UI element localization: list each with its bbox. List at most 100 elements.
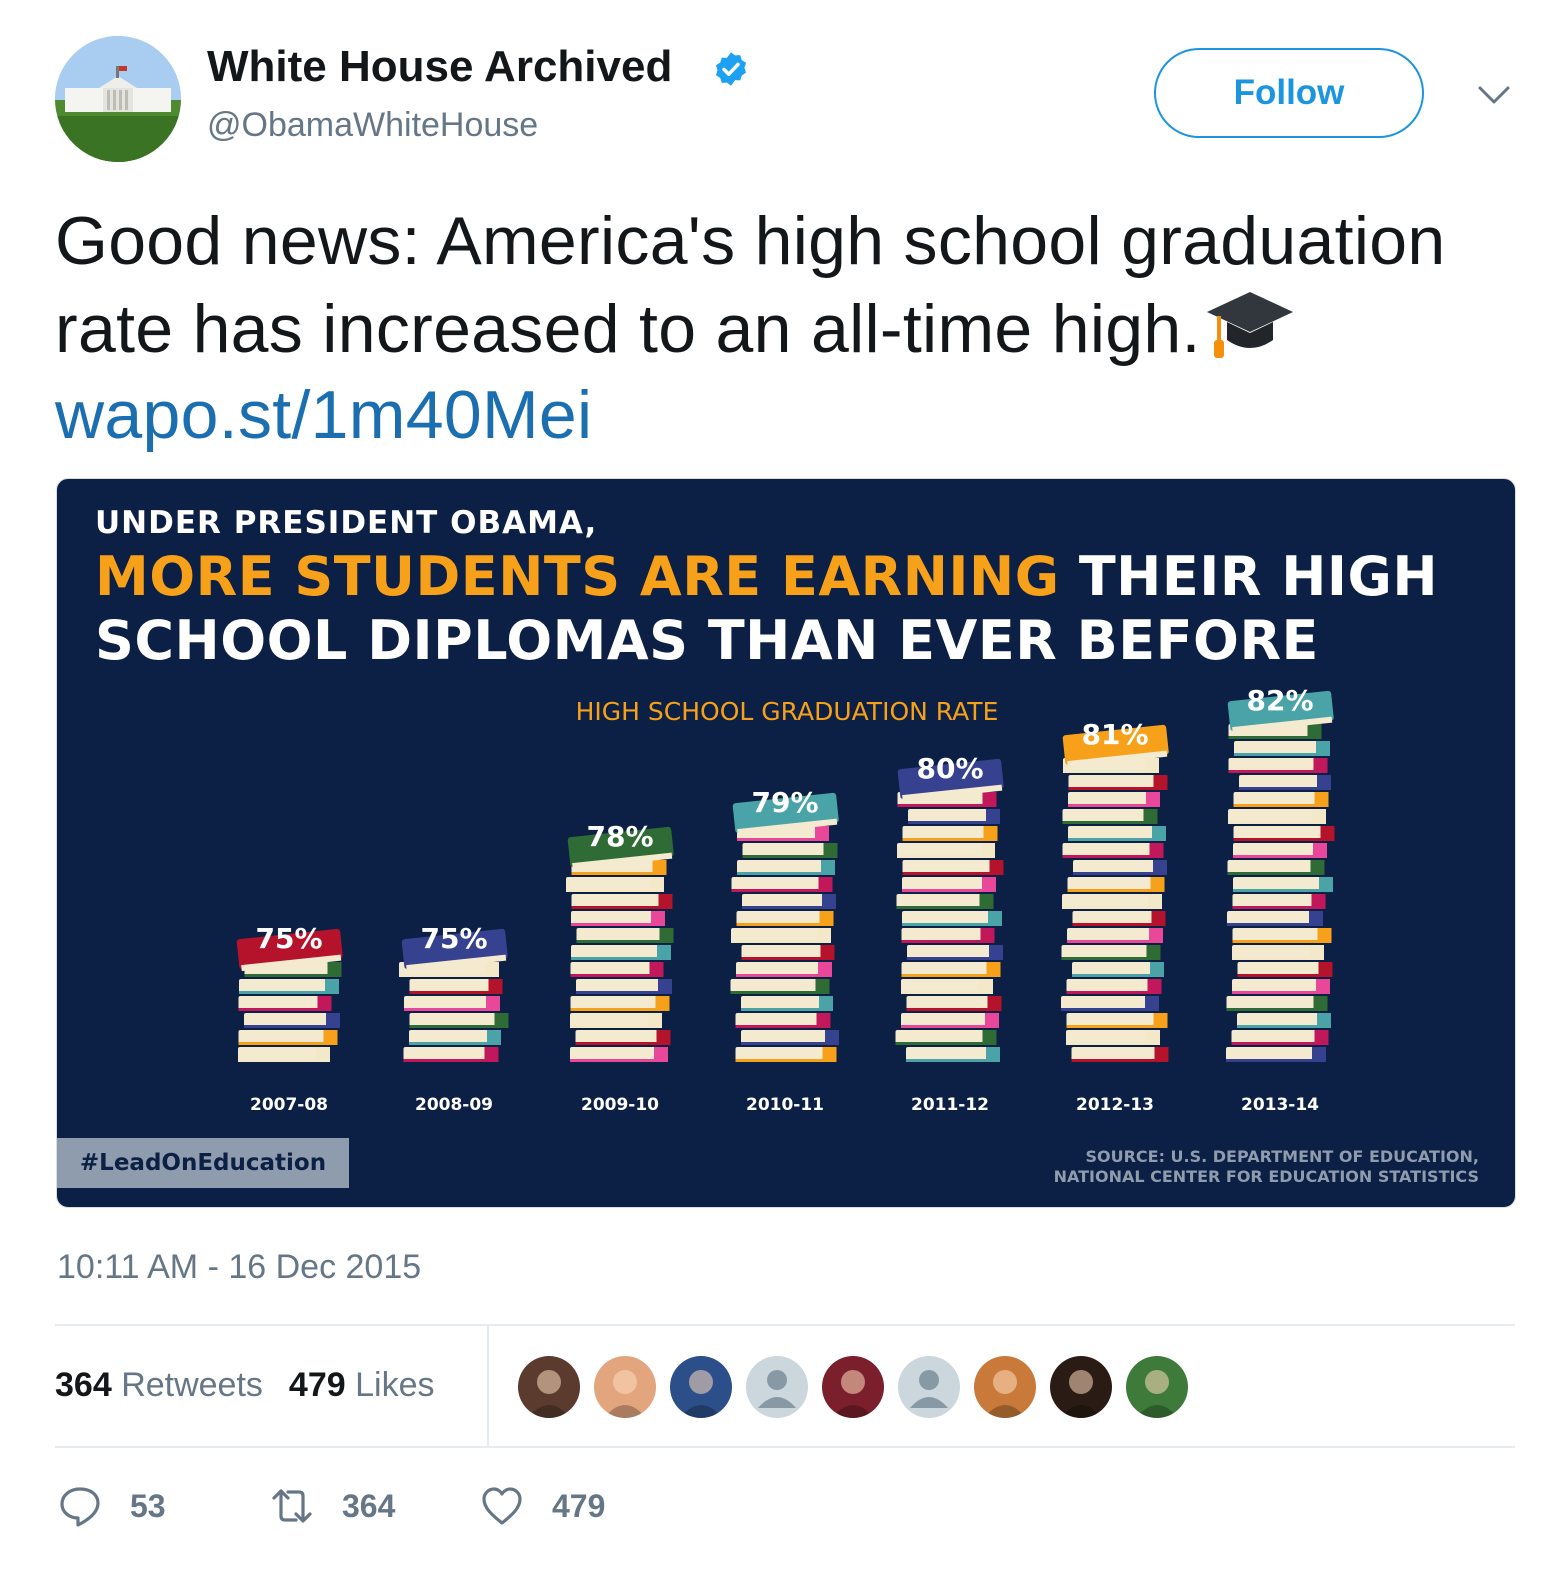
liker-avatar[interactable] [1050, 1356, 1112, 1418]
book-spine [651, 911, 665, 926]
book-cover [1228, 821, 1326, 824]
book-pages [1067, 928, 1163, 943]
retweets-count[interactable]: 364 [55, 1366, 112, 1404]
book-cover [906, 1059, 1000, 1062]
book-pages [576, 928, 674, 943]
retweets-label[interactable]: Retweets [121, 1366, 263, 1404]
liker-avatar[interactable] [594, 1356, 656, 1418]
book-pages [1227, 860, 1325, 875]
book-cover [1232, 991, 1330, 994]
user-photo-icon [832, 1370, 874, 1418]
verified-badge-icon [715, 52, 747, 86]
liker-avatar[interactable] [1126, 1356, 1188, 1418]
book-cover [737, 838, 829, 841]
default-profile-icon [910, 1370, 948, 1408]
book-spine [1312, 809, 1326, 824]
book-spine [650, 877, 664, 892]
author-name[interactable]: White House Archived [207, 42, 673, 91]
book-cover [1062, 906, 1162, 909]
tweet-media-infographic[interactable]: UNDER PRESIDENT OBAMA, MORE STUDENTS ARE… [56, 478, 1516, 1208]
top-book-pages [406, 954, 507, 972]
book-cover [1226, 1059, 1326, 1062]
book-pages [735, 1013, 831, 1028]
book-pages [741, 1030, 839, 1045]
reply-button[interactable]: 53 [58, 1484, 166, 1528]
book-pages [902, 877, 996, 892]
liker-avatar[interactable] [822, 1356, 884, 1418]
liker-avatar[interactable] [670, 1356, 732, 1418]
likes-label[interactable]: Likes [355, 1366, 435, 1404]
book-spine [1147, 979, 1162, 994]
book-cover [902, 923, 1002, 926]
chevron-down-icon[interactable] [1476, 82, 1512, 108]
category-label: 2008-09 [415, 1095, 493, 1115]
author-avatar[interactable] [55, 36, 181, 162]
book-pages [576, 979, 672, 994]
liker-avatar[interactable] [974, 1356, 1036, 1418]
book-pages [570, 1047, 668, 1062]
book-cover [399, 974, 499, 977]
book-cover [1061, 1008, 1159, 1011]
book-spine [485, 962, 499, 977]
book-pages [1233, 826, 1335, 841]
book-pages [1067, 877, 1165, 892]
book-spine [987, 996, 1002, 1011]
book-spine [1152, 826, 1166, 841]
user-photo-icon [680, 1370, 722, 1418]
book-pages [1071, 1047, 1169, 1062]
book-pages [1239, 775, 1331, 790]
retweet-count: 364 [342, 1487, 396, 1524]
stats-vertical-divider [487, 1326, 489, 1446]
book-pages [1068, 792, 1160, 807]
book-pages [570, 962, 664, 977]
book-pages [1068, 775, 1168, 790]
liker-avatar[interactable] [898, 1356, 960, 1418]
book-pages [908, 809, 1000, 824]
book-spine [989, 945, 1003, 960]
liker-avatar[interactable] [746, 1356, 808, 1418]
book-cover [1237, 974, 1333, 977]
book-pages [1062, 894, 1162, 909]
book-cover [735, 1025, 831, 1028]
book-pages [897, 843, 995, 858]
book-spine [1316, 741, 1330, 756]
book-cover [731, 940, 831, 943]
likes-count[interactable]: 479 [288, 1366, 346, 1404]
book-cover [576, 991, 672, 994]
book-pages [239, 979, 339, 994]
book-pages [1062, 809, 1158, 824]
value-label: 81% [1081, 718, 1148, 751]
book-cover [902, 872, 1004, 875]
book-cover [1232, 957, 1324, 960]
book-spine [1313, 996, 1328, 1011]
liker-avatar[interactable] [518, 1356, 580, 1418]
retweet-button[interactable]: 364 [270, 1484, 395, 1528]
book-spine [1146, 1030, 1160, 1045]
book-pages [730, 979, 830, 994]
author-handle[interactable]: @ObamaWhiteHouse [207, 106, 539, 144]
top-book-pages [1232, 716, 1333, 734]
book-stack-2012-13: 81% 2012-13 [1061, 718, 1169, 1115]
follow-button[interactable]: Follow [1154, 48, 1424, 138]
like-count: 479 [552, 1487, 606, 1524]
book-spine [648, 1013, 662, 1028]
tweet-timestamp[interactable]: 10:11 AM - 16 Dec 2015 [57, 1248, 422, 1286]
book-cover [238, 1008, 332, 1011]
book-pages [570, 996, 670, 1011]
book-cover [575, 1042, 671, 1045]
book-spine [817, 928, 831, 943]
book-spine [979, 894, 994, 909]
book-spine [1310, 945, 1324, 960]
tweet-link[interactable]: wapo.st/1m40Mei [55, 377, 593, 453]
top-book [236, 928, 343, 972]
book-spine [818, 877, 833, 892]
book-spine [986, 962, 1001, 977]
book-pages [409, 1030, 501, 1045]
book-spine [1151, 911, 1166, 926]
book-spine [1146, 945, 1161, 960]
book-cover [1068, 787, 1168, 790]
book-spine [820, 945, 835, 960]
book-pages [902, 911, 1002, 926]
like-button[interactable]: 479 [480, 1484, 605, 1528]
book-spine [815, 826, 829, 841]
